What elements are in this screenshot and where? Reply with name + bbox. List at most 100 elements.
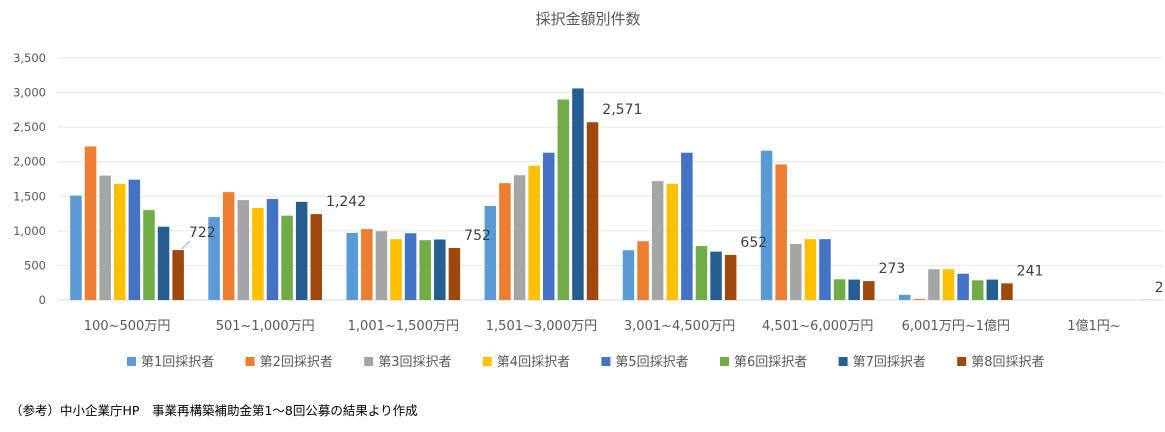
bar — [70, 195, 82, 300]
bar — [222, 192, 235, 300]
y-axis: 0 500 1,000 1,500 2,000 2,500 3,000 3,500 — [13, 51, 46, 307]
legend-label: 第1回採択者 — [141, 355, 214, 370]
bar — [419, 240, 431, 300]
x-tick-label: 4,501~6,000万円 — [762, 319, 873, 334]
bar — [513, 175, 526, 300]
bar — [863, 281, 875, 300]
source-note: （参考）中小企業庁HP 事業再構築補助金第1～8回公募の結果より作成 — [10, 403, 418, 418]
bar — [666, 183, 679, 300]
data-label: 652 — [740, 235, 767, 251]
bar — [375, 231, 388, 300]
bar — [346, 232, 358, 300]
y-tick-label: 1,000 — [13, 224, 46, 238]
bar — [957, 273, 969, 300]
bar — [833, 279, 846, 300]
y-tick-label: 1,500 — [13, 189, 46, 203]
legend-label: 第5回採択者 — [615, 355, 688, 370]
bar — [542, 152, 555, 300]
bar — [942, 269, 955, 300]
bar — [390, 239, 402, 300]
data-label: 752 — [464, 228, 491, 244]
data-label-leader — [181, 240, 191, 250]
bar — [637, 241, 649, 300]
bars — [70, 88, 1151, 301]
y-tick-label: 0 — [39, 293, 46, 307]
bar — [448, 248, 461, 300]
legend-label: 第4回採択者 — [497, 355, 570, 370]
x-tick-label: 6,001万円~1億円 — [902, 318, 1010, 334]
legend-label: 第3回採択者 — [378, 355, 451, 370]
bar — [499, 183, 511, 300]
bar — [237, 200, 250, 300]
bar — [295, 201, 308, 300]
bar — [310, 214, 323, 300]
bar — [913, 298, 926, 300]
legend-swatch — [838, 357, 848, 366]
bar — [651, 181, 664, 300]
bar — [172, 250, 184, 300]
legend-label: 第8回採択者 — [971, 355, 1044, 370]
bar — [484, 205, 497, 300]
legend-label: 第2回採択者 — [260, 355, 333, 370]
x-tick-label: 1億1円~ — [1067, 318, 1120, 334]
legend-swatch — [364, 357, 374, 366]
x-tick-label: 100~500万円 — [84, 319, 171, 334]
y-tick-label: 500 — [24, 258, 46, 272]
x-tick-label: 1,501~3,000万円 — [486, 319, 597, 334]
chart-title: 採択金額別件数 — [535, 10, 640, 28]
data-label: 2,571 — [602, 102, 642, 118]
legend-swatch — [720, 357, 729, 366]
x-tick-label: 1,001~1,500万円 — [348, 319, 459, 334]
legend: 第1回採択者 第2回採択者 第3回採択者 第4回採択者 第5回採択者 第6回採択者 第7回採… — [127, 355, 1044, 370]
bar — [281, 215, 293, 300]
data-label: 1,242 — [326, 194, 366, 210]
x-tick-label: 501~1,000万円 — [216, 319, 315, 334]
bar — [848, 279, 860, 300]
x-tick-label: 3,001~4,500万円 — [624, 319, 735, 334]
bar — [695, 246, 708, 300]
bar — [84, 146, 97, 300]
bar — [252, 208, 264, 300]
data-labels: 722 1,242 752 2,571 652 273 241 2 — [181, 102, 1164, 296]
bar — [804, 239, 817, 300]
bar — [790, 243, 802, 300]
bar — [681, 152, 693, 300]
bar — [710, 251, 722, 300]
x-axis: 100~500万円 501~1,000万円 1,001~1,500万円 1,501~3… — [84, 318, 1121, 334]
bar — [434, 239, 446, 300]
legend-label: 第7回採択者 — [853, 355, 926, 370]
bar — [143, 210, 155, 300]
y-tick-label: 2,000 — [13, 155, 46, 169]
bar — [557, 99, 570, 300]
data-label: 241 — [1017, 263, 1044, 279]
bar — [266, 199, 279, 300]
bar — [971, 280, 984, 300]
legend-swatch — [482, 357, 492, 366]
bar — [819, 239, 831, 300]
bar — [572, 88, 584, 301]
data-label: 722 — [189, 225, 216, 241]
data-label: 2 — [1155, 280, 1164, 296]
legend-swatch — [957, 357, 967, 366]
bar — [986, 279, 999, 300]
y-tick-label: 3,000 — [13, 86, 46, 100]
bar — [775, 164, 787, 300]
legend-swatch — [245, 357, 255, 366]
bar — [898, 294, 911, 300]
bar — [361, 229, 373, 300]
legend-swatch — [601, 357, 611, 366]
y-tick-label: 3,500 — [13, 51, 46, 65]
bar — [1001, 283, 1013, 300]
bar — [208, 217, 220, 300]
bar — [404, 233, 417, 300]
bar — [114, 183, 126, 300]
bar — [622, 250, 635, 300]
bar — [99, 175, 111, 300]
bar — [586, 122, 599, 301]
bar — [157, 226, 170, 300]
bar — [528, 165, 540, 300]
bar — [724, 254, 737, 300]
bar — [128, 179, 141, 300]
bar — [760, 150, 773, 300]
